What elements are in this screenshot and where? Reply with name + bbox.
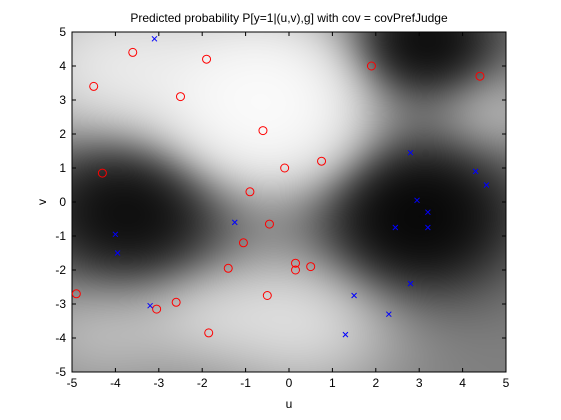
data-point-x	[483, 182, 490, 188]
y-tick-label: 0	[59, 195, 66, 209]
data-point-circle	[317, 156, 327, 166]
y-tick-label: -4	[55, 331, 66, 345]
y-tick-label: 5	[59, 25, 66, 39]
data-point-x	[425, 209, 431, 216]
data-point-x-stroke	[407, 280, 414, 287]
data-point-circle	[204, 328, 214, 338]
data-point-circle	[223, 263, 233, 273]
plot-area	[71, 31, 507, 373]
data-point-circle	[128, 47, 138, 57]
data-point-x-stroke	[407, 149, 414, 156]
data-point-x-stroke	[414, 197, 420, 204]
data-point-circle	[238, 238, 248, 248]
data-point-x-stroke	[342, 331, 349, 338]
x-tick-label: 1	[329, 376, 336, 390]
data-point-x	[472, 168, 479, 175]
data-point-x-stroke	[483, 182, 490, 188]
data-point-circle	[97, 168, 107, 178]
x-axis-label: u	[286, 397, 293, 411]
probability-heatmap	[72, 32, 506, 372]
data-point-x	[385, 311, 392, 318]
data-point-x	[407, 280, 414, 287]
x-tick-label: -5	[67, 376, 78, 390]
data-point-x-stroke	[425, 209, 431, 216]
data-point-x-stroke	[147, 302, 153, 309]
data-point-x	[147, 302, 153, 309]
data-point-x-stroke	[231, 219, 238, 226]
x-tick-label: -1	[240, 376, 251, 390]
data-point-circle	[202, 54, 212, 64]
data-point-x	[414, 197, 420, 204]
x-tick-label: 0	[286, 376, 293, 390]
y-tick-label: -2	[55, 263, 66, 277]
data-point-x	[342, 331, 349, 338]
y-tick-label: 1	[59, 161, 66, 175]
data-point-circle	[306, 262, 316, 272]
y-tick-label: 2	[59, 127, 66, 141]
data-point-x-stroke	[114, 250, 121, 256]
data-point-x	[351, 292, 357, 299]
x-axis: -5 -4 -3 -2 -1 0 1 2 3 4 5	[67, 32, 510, 390]
x-tick-label: -3	[153, 376, 164, 390]
data-point-x-stroke	[385, 311, 392, 318]
data-point-circle	[291, 258, 301, 268]
data-point-circle	[264, 219, 274, 229]
data-point-x	[114, 250, 121, 256]
data-point-circle	[171, 297, 181, 307]
data-point-circle	[176, 92, 185, 102]
data-point-x	[392, 224, 399, 231]
data-point-circle	[291, 265, 301, 275]
data-point-x-stroke	[392, 224, 399, 231]
x-tick-label: -2	[197, 376, 208, 390]
x-tick-label: 3	[416, 376, 423, 390]
data-point-circle	[71, 289, 81, 299]
data-point-circle	[262, 291, 272, 300]
data-point-x-stroke	[472, 168, 479, 175]
x-tick-label: 5	[503, 376, 510, 390]
data-point-x	[112, 231, 119, 238]
y-axis: -5 -4 -3 -2 -1 0 1 2 3 4 5	[55, 25, 506, 379]
y-tick-label: -5	[55, 365, 66, 379]
data-point-circle	[152, 304, 162, 314]
data-point-circle	[258, 126, 268, 136]
data-point-x	[231, 219, 238, 226]
data-point-circle	[89, 81, 99, 91]
data-point-circle	[280, 163, 290, 173]
x-tick-label: 4	[459, 376, 466, 390]
data-point-x-stroke	[112, 231, 119, 238]
data-point-circle	[245, 187, 255, 197]
x-tick-label: 2	[372, 376, 379, 390]
chart-title: Predicted probability P[y=1|(u,v),g] wit…	[130, 11, 448, 25]
data-point-x	[151, 35, 158, 42]
data-point-x	[425, 224, 431, 231]
data-markers	[71, 35, 490, 338]
y-tick-label: 3	[59, 93, 66, 107]
data-point-x	[407, 149, 414, 156]
data-point-circle	[366, 61, 376, 71]
y-axis-label: v	[35, 199, 49, 205]
data-point-circle	[475, 71, 485, 81]
x-tick-label: -4	[110, 376, 121, 390]
y-tick-label: 4	[59, 59, 66, 73]
y-tick-label: -3	[55, 297, 66, 311]
y-tick-label: -1	[55, 229, 66, 243]
data-point-x-stroke	[425, 224, 431, 231]
data-point-x-stroke	[151, 35, 158, 42]
data-point-x-stroke	[351, 292, 357, 299]
